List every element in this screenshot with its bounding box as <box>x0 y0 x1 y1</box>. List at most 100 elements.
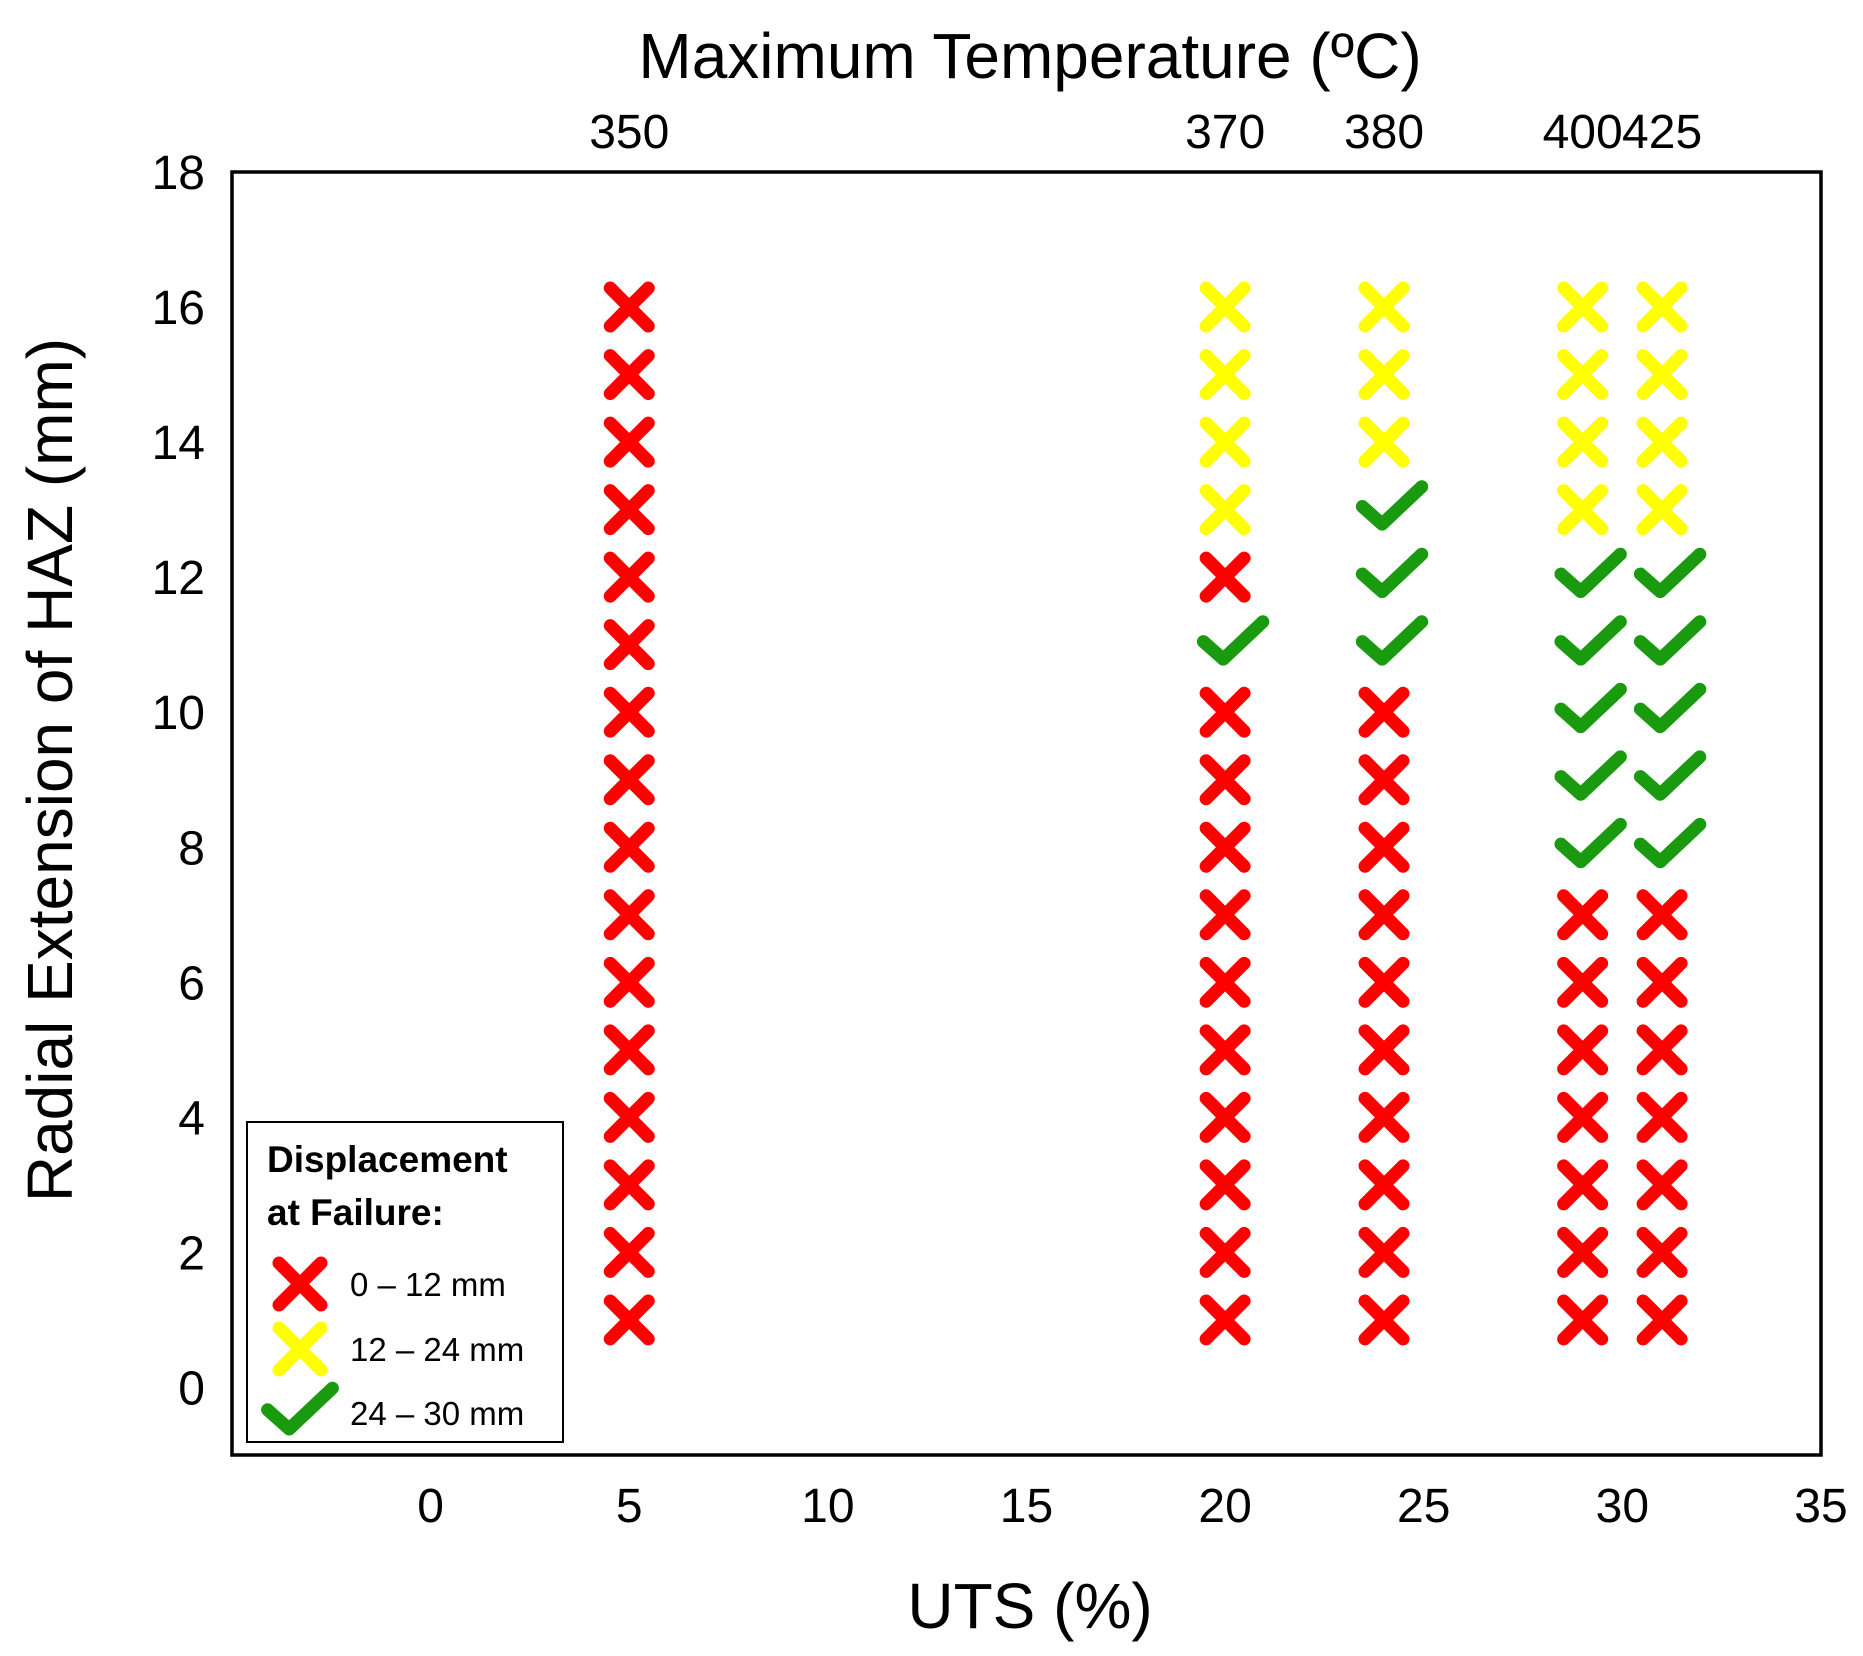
marker-370C-y11-check <box>1196 615 1270 666</box>
marker-370C-y13-cross <box>1199 484 1251 536</box>
x-tick-label-20: 20 <box>1198 1480 1251 1533</box>
marker-400C-y5-cross <box>1557 1024 1609 1076</box>
y-tick-label-8: 8 <box>178 822 205 875</box>
y-tick-label-6: 6 <box>178 957 205 1010</box>
marker-380C-y16-cross <box>1358 281 1410 333</box>
marker-350C-y2-cross <box>603 1226 655 1278</box>
legend-title-line1: Displacement <box>267 1139 508 1180</box>
legend-label-2: 24 – 30 mm <box>350 1395 524 1432</box>
marker-400C-y14-cross <box>1557 416 1609 468</box>
y-tick-label-10: 10 <box>152 687 205 740</box>
marker-370C-y9-cross <box>1199 754 1251 806</box>
marker-380C-y12-check <box>1355 547 1429 599</box>
top-tick-label-425: 425 <box>1622 106 1702 159</box>
marker-400C-y7-cross <box>1557 889 1609 941</box>
legend: Displacement at Failure: 0 – 12 mm 12 – … <box>246 1121 564 1443</box>
top-axis-ticks: 350 370 380 400 425 <box>589 106 1702 159</box>
marker-425C-y9-check <box>1633 750 1707 801</box>
x-tick-label-35: 35 <box>1794 1480 1847 1533</box>
y-axis-ticks: 0 2 4 6 8 10 12 14 16 18 <box>152 147 205 1415</box>
marker-370C-y4-cross <box>1199 1091 1251 1143</box>
marker-380C-y8-cross <box>1358 821 1410 873</box>
marker-380C-y11-check <box>1355 615 1429 666</box>
marker-370C-y12-cross <box>1199 551 1251 603</box>
marker-400C-y6-cross <box>1557 956 1609 1008</box>
marker-380C-y2-cross <box>1358 1226 1410 1278</box>
marker-370C-y5-cross <box>1199 1024 1251 1076</box>
marker-350C-y9-cross <box>603 754 655 806</box>
marker-380C-y1-cross <box>1358 1294 1410 1346</box>
y-axis-label: Radial Extension of HAZ (mm) <box>14 338 86 1202</box>
marker-380C-y10-cross <box>1358 686 1410 738</box>
legend-marker-cross-1 <box>272 1321 328 1377</box>
marker-350C-y8-cross <box>603 821 655 873</box>
marker-370C-y2-cross <box>1199 1226 1251 1278</box>
marker-400C-y4-cross <box>1557 1091 1609 1143</box>
marker-350C-y1-cross <box>603 1294 655 1346</box>
marker-425C-y5-cross <box>1636 1024 1688 1076</box>
y-tick-label-2: 2 <box>178 1227 205 1280</box>
marker-350C-y7-cross <box>603 889 655 941</box>
marker-380C-y5-cross <box>1358 1024 1410 1076</box>
x-tick-label-15: 15 <box>1000 1480 1053 1533</box>
marker-400C-y11-check <box>1554 615 1627 666</box>
y-tick-label-16: 16 <box>152 282 205 335</box>
marker-370C-y3-cross <box>1199 1159 1251 1211</box>
marker-370C-y8-cross <box>1199 821 1251 873</box>
marker-400C-y16-cross <box>1557 281 1609 333</box>
marker-350C-y6-cross <box>603 956 655 1008</box>
marker-400C-y1-cross <box>1557 1294 1609 1346</box>
marker-370C-y7-cross <box>1199 889 1251 941</box>
y-tick-label-0: 0 <box>178 1362 205 1415</box>
marker-380C-y3-cross <box>1358 1159 1410 1211</box>
marker-370C-y15-cross <box>1199 349 1251 401</box>
marker-380C-y9-cross <box>1358 754 1410 806</box>
marker-380C-y15-cross <box>1358 349 1410 401</box>
marker-350C-y5-cross <box>603 1024 655 1076</box>
marker-425C-y11-check <box>1633 615 1707 666</box>
marker-350C-y11-cross <box>603 619 655 671</box>
marker-425C-y1-cross <box>1636 1294 1688 1346</box>
marker-350C-y14-cross <box>603 416 655 468</box>
y-tick-label-4: 4 <box>178 1092 205 1145</box>
marker-350C-y12-cross <box>603 551 655 603</box>
marker-400C-y13-cross <box>1557 484 1609 536</box>
top-tick-label-400: 400 <box>1543 106 1623 159</box>
marker-370C-y16-cross <box>1199 281 1251 333</box>
x-tick-label-10: 10 <box>801 1480 854 1533</box>
x-tick-label-0: 0 <box>417 1480 444 1533</box>
x-tick-label-25: 25 <box>1397 1480 1450 1533</box>
marker-350C-y4-cross <box>603 1091 655 1143</box>
marker-370C-y1-cross <box>1199 1294 1251 1346</box>
marker-425C-y2-cross <box>1636 1226 1688 1278</box>
top-tick-label-350: 350 <box>589 106 669 159</box>
legend-marker-cross-0 <box>272 1256 328 1312</box>
marker-370C-y14-cross <box>1199 416 1251 468</box>
plot-area-frame <box>230 170 1823 1457</box>
marker-425C-y14-cross <box>1636 416 1688 468</box>
legend-marker-check <box>261 1381 339 1436</box>
marker-425C-y4-cross <box>1636 1091 1688 1143</box>
x-axis-label: UTS (%) <box>907 1570 1152 1642</box>
marker-400C-y8-check <box>1554 817 1627 869</box>
marker-370C-y6-cross <box>1199 956 1251 1008</box>
marker-425C-y8-check <box>1633 817 1707 869</box>
marker-425C-y15-cross <box>1636 349 1688 401</box>
x-tick-label-5: 5 <box>616 1480 643 1533</box>
marker-380C-y6-cross <box>1358 956 1410 1008</box>
marker-425C-y16-cross <box>1636 281 1688 333</box>
marker-400C-y12-check <box>1554 547 1627 599</box>
marker-425C-y10-check <box>1633 682 1707 734</box>
marker-400C-y9-check <box>1554 750 1627 801</box>
marker-425C-y3-cross <box>1636 1159 1688 1211</box>
chart-title: Maximum Temperature (ºC) <box>638 20 1421 92</box>
marker-425C-y13-cross <box>1636 484 1688 536</box>
legend-markers <box>261 1256 339 1436</box>
y-tick-label-14: 14 <box>152 417 205 470</box>
legend-title-line2: at Failure: <box>267 1192 444 1233</box>
marker-350C-y3-cross <box>603 1159 655 1211</box>
legend-label-1: 12 – 24 mm <box>350 1331 524 1368</box>
marker-370C-y10-cross <box>1199 686 1251 738</box>
legend-label-0: 0 – 12 mm <box>350 1266 506 1303</box>
marker-400C-y3-cross <box>1557 1159 1609 1211</box>
